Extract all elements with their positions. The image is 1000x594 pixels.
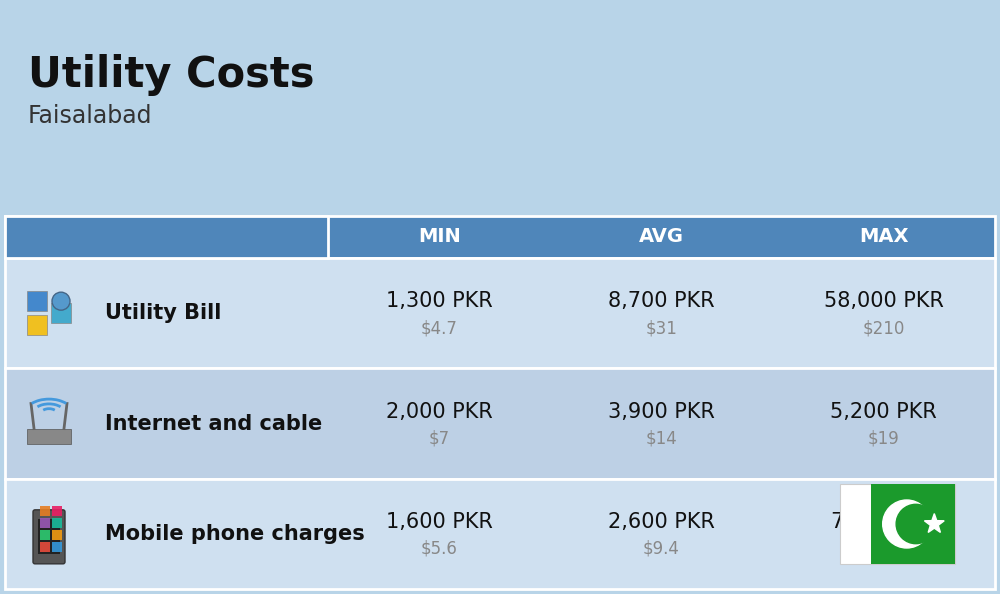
Text: $9.4: $9.4 [643, 540, 680, 558]
Bar [40, 506, 50, 516]
Text: Utility Costs: Utility Costs [28, 54, 314, 96]
Text: 58,000 PKR: 58,000 PKR [824, 291, 944, 311]
Text: Utility Bill: Utility Bill [105, 303, 221, 323]
Bar [40, 542, 50, 552]
Circle shape [896, 504, 936, 544]
Circle shape [52, 292, 70, 310]
Text: $14: $14 [646, 429, 677, 447]
Bar [871, 484, 955, 564]
Bar [52, 542, 62, 552]
Bar [27, 428, 71, 444]
Bar [27, 291, 47, 311]
Text: $210: $210 [863, 319, 905, 337]
Text: MAX: MAX [859, 228, 909, 247]
Text: 2,000 PKR: 2,000 PKR [386, 402, 493, 422]
Text: 1,300 PKR: 1,300 PKR [386, 291, 493, 311]
Circle shape [883, 500, 931, 548]
Bar [5, 258, 995, 368]
FancyBboxPatch shape [33, 510, 65, 564]
Text: $19: $19 [868, 429, 900, 447]
Bar [52, 518, 62, 528]
Bar [51, 303, 71, 323]
Text: $4.7: $4.7 [421, 319, 458, 337]
Text: AVG: AVG [639, 228, 684, 247]
Bar [40, 518, 50, 528]
Text: $7: $7 [429, 429, 450, 447]
Text: 3,900 PKR: 3,900 PKR [608, 402, 715, 422]
Bar [52, 506, 62, 516]
Bar [5, 479, 995, 589]
Text: 2,600 PKR: 2,600 PKR [608, 512, 715, 532]
Text: $31: $31 [646, 319, 677, 337]
Bar [5, 368, 995, 479]
Bar [38, 519, 60, 554]
Text: Internet and cable: Internet and cable [105, 413, 322, 434]
Text: MIN: MIN [418, 228, 461, 247]
Bar [840, 484, 955, 564]
Bar [5, 216, 328, 258]
Bar [27, 315, 47, 335]
Text: Mobile phone charges: Mobile phone charges [105, 524, 365, 544]
Text: 7,800 PKR: 7,800 PKR [831, 512, 937, 532]
Text: 8,700 PKR: 8,700 PKR [608, 291, 715, 311]
Text: Faisalabad: Faisalabad [28, 104, 152, 128]
Bar [40, 530, 50, 540]
Bar [5, 216, 995, 258]
Text: 5,200 PKR: 5,200 PKR [830, 402, 937, 422]
Text: $28: $28 [868, 540, 900, 558]
Text: 1,600 PKR: 1,600 PKR [386, 512, 493, 532]
Polygon shape [924, 514, 944, 532]
Bar [52, 530, 62, 540]
Text: $5.6: $5.6 [421, 540, 458, 558]
